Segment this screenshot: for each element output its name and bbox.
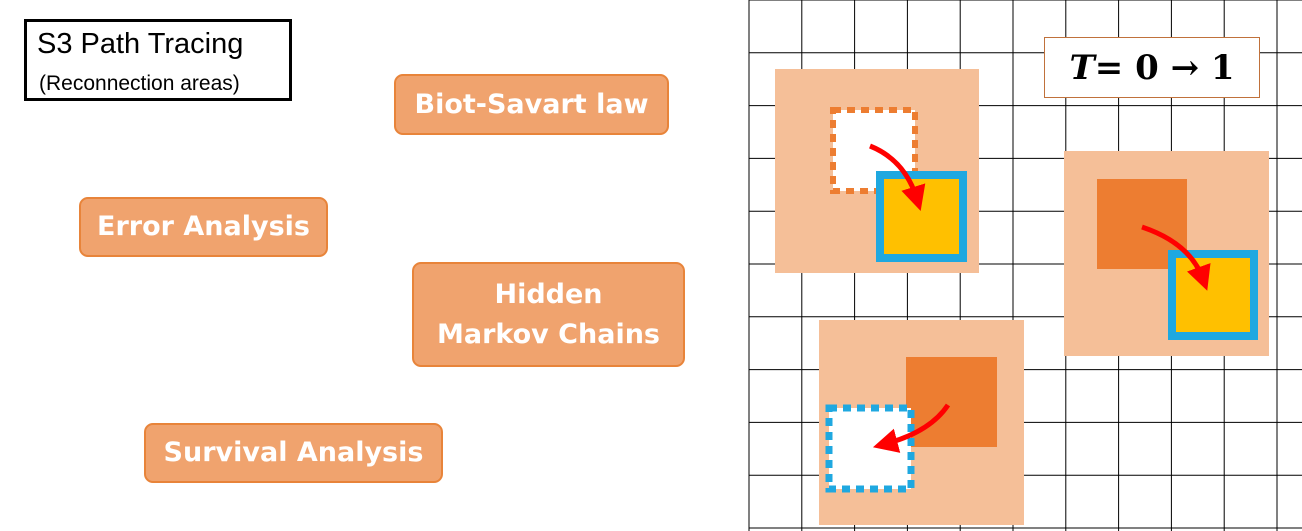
transition-arrow-3 (872, 403, 951, 453)
target-cell-2 (1168, 250, 1258, 340)
topic-hidden-markov-chains: Hidden Markov Chains (412, 262, 685, 367)
time-equation-box: T = 0 → 1 (1044, 37, 1260, 98)
topic-error-analysis: Error Analysis (79, 197, 328, 257)
target-cell-dashed-3 (825, 404, 915, 493)
topic-hidden-line1: Hidden (494, 279, 603, 311)
source-cell-dashed-1 (830, 107, 918, 194)
target-cell-1 (876, 171, 967, 262)
title-text: S3 Path Tracing (37, 28, 244, 60)
topic-biot-savart-law: Biot-Savart law (394, 74, 669, 135)
transition-arrow-2 (1141, 224, 1211, 291)
topic-survival-analysis: Survival Analysis (144, 423, 443, 483)
title-box: S3 Path Tracing (Reconnection areas) (24, 19, 292, 101)
transition-arrow-1 (869, 143, 926, 211)
equation-variable: T (1069, 47, 1095, 88)
equation-expression: = 0 → 1 (1094, 47, 1235, 88)
topic-hidden-line2: Markov Chains (437, 318, 660, 350)
source-cell-3 (906, 357, 997, 447)
subtitle-text: (Reconnection areas) (39, 72, 240, 95)
